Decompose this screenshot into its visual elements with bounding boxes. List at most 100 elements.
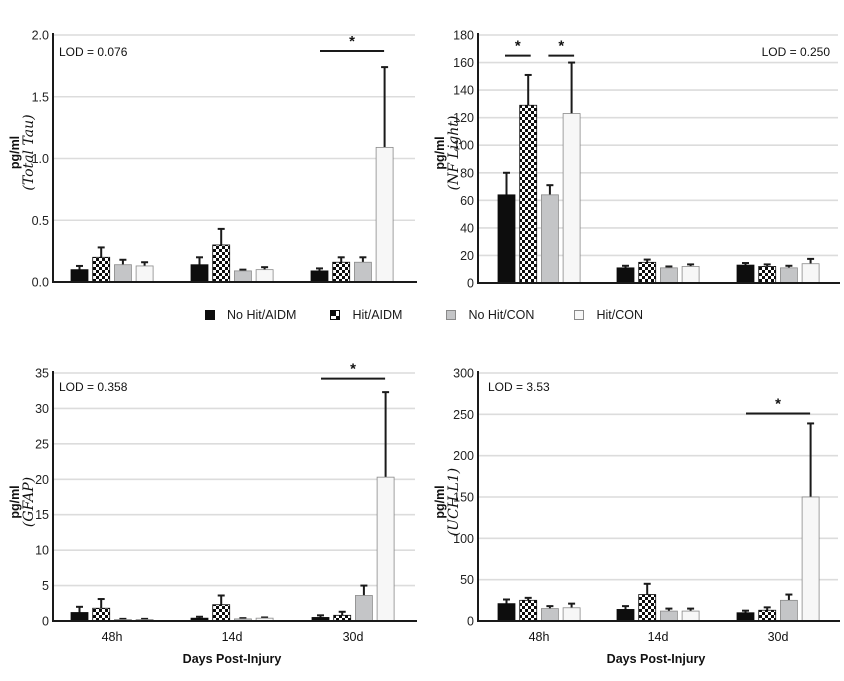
bar-hit-con-30d — [375, 146, 394, 283]
significance-star: * — [350, 361, 356, 378]
y-tick-label: 10 — [35, 544, 49, 558]
bar-no-hit-con-30d — [354, 595, 373, 622]
bar-no-hit-con-14d — [660, 610, 678, 622]
bar-hit-con-14d — [681, 610, 700, 622]
legend-item-hit-con: Hit/CON — [574, 308, 643, 322]
y-tick-label: 180 — [453, 29, 474, 43]
y-tick-label: 5 — [42, 579, 49, 593]
bar-no-hit-aidm-30d — [736, 612, 755, 622]
bar-hit-con-14d — [255, 269, 274, 283]
legend-swatch-black — [205, 310, 215, 320]
bar-no-hit-con-30d — [780, 599, 798, 622]
x-tick-label: 30d — [343, 630, 364, 644]
y-tick-label: 0.5 — [32, 214, 49, 228]
bar-hit-aidm-30d — [758, 266, 777, 284]
y-tick-label: 100 — [453, 139, 474, 153]
y-tick-label: 0 — [42, 615, 49, 629]
bar-no-hit-aidm-14d — [190, 264, 209, 283]
bar-no-hit-aidm-48h — [70, 612, 89, 622]
x-tick-label: 48h — [102, 630, 123, 644]
bar-no-hit-aidm-30d — [736, 264, 755, 284]
bar-hit-aidm-14d — [212, 244, 231, 283]
bar-hit-aidm-14d — [638, 261, 657, 284]
y-tick-label: 40 — [460, 221, 474, 235]
legend-label: No Hit/CON — [468, 308, 535, 322]
y-axis-title-units: pg/ml — [433, 485, 447, 518]
bar-no-hit-con-14d — [233, 270, 252, 283]
bar-hit-aidm-48h — [92, 256, 111, 283]
y-tick-label: 0.0 — [32, 276, 49, 290]
bar-no-hit-aidm-48h — [497, 194, 516, 284]
significance-star: * — [515, 38, 521, 55]
bar-no-hit-con-48h — [541, 194, 559, 284]
legend-label: Hit/CON — [596, 308, 643, 322]
legend-swatch-checker — [330, 310, 341, 320]
bar-hit-con-48h — [562, 607, 581, 622]
significance-star: * — [349, 33, 355, 50]
bar-no-hit-aidm-30d — [310, 270, 329, 283]
y-tick-label: 20 — [35, 473, 49, 487]
chart-panel-uch-l1: 0 50 100 150 200 250 300 LOD = 3.53 * 48h 14d 30d Da… — [433, 367, 840, 666]
legend: No Hit/AIDM Hit/AIDM No Hit/CON Hit/CON — [205, 308, 677, 322]
x-tick-label: 14d — [222, 630, 243, 644]
bar-hit-con-48h — [135, 265, 154, 283]
lod-label: LOD = 3.53 — [488, 380, 550, 394]
lod-label: LOD = 0.358 — [59, 380, 128, 394]
legend-item-no-hit-aidm: No Hit/AIDM — [205, 308, 296, 322]
legend-item-hit-aidm: Hit/AIDM — [330, 308, 402, 322]
x-tick-label: 14d — [648, 630, 669, 644]
y-axis-title-analyte: (NF Light) — [446, 116, 462, 191]
bar-no-hit-aidm-14d — [616, 609, 635, 622]
y-tick-label: 0 — [467, 615, 474, 629]
y-tick-label: 20 — [460, 249, 474, 263]
bar-hit-aidm-30d — [332, 261, 351, 283]
y-tick-label: 300 — [453, 367, 474, 381]
bar-no-hit-con-48h — [114, 264, 132, 283]
legend-swatch-gray — [446, 310, 457, 320]
x-axis-title: Days Post-Injury — [183, 652, 282, 666]
y-tick-label: 60 — [460, 194, 474, 208]
y-tick-label: 2.0 — [32, 29, 49, 43]
y-tick-label: 15 — [35, 508, 49, 522]
lod-label: LOD = 0.076 — [59, 45, 128, 59]
bar-hit-con-48h — [562, 113, 581, 284]
significance-star: * — [558, 38, 564, 55]
bar-no-hit-con-30d — [353, 261, 372, 283]
chart-panel-nf-light: 0 20 40 60 80 100 120 140 160 180 LOD = 0.250 * * pg/… — [433, 29, 840, 291]
y-axis-title-analyte: (UCH L1) — [446, 468, 462, 536]
y-tick-label: 25 — [35, 437, 49, 451]
legend-label: Hit/AIDM — [352, 308, 403, 322]
y-tick-label: 140 — [453, 84, 474, 98]
bar-hit-aidm-30d — [758, 609, 777, 622]
lod-label: LOD = 0.250 — [762, 45, 831, 59]
legend-swatch-white — [574, 310, 585, 320]
y-tick-label: 0 — [467, 277, 474, 291]
significance-star: * — [775, 396, 781, 413]
bar-hit-aidm-48h — [519, 599, 538, 622]
bar-no-hit-aidm-14d — [616, 267, 635, 284]
bar-no-hit-con-14d — [660, 267, 678, 284]
y-tick-label: 1.0 — [32, 152, 49, 166]
legend-label: No Hit/AIDM — [227, 308, 297, 322]
chart-panel-total-tau: 0.0 0.5 1.0 1.5 2.0 LOD = 0.076 * pg/ml (Total T… — [8, 29, 417, 290]
y-tick-label: 50 — [460, 573, 474, 587]
y-axis-title-units: pg/ml — [433, 136, 447, 169]
y-tick-label: 1.5 — [32, 90, 49, 104]
y-axis-title-analyte: (GFAP) — [21, 477, 37, 527]
bar-hit-aidm-14d — [212, 604, 231, 622]
chart-panel-gfap: 0 5 10 15 20 25 30 35 LOD = 0.358 * 48h 14d 30d Days … — [8, 361, 417, 666]
bar-hit-aidm-48h — [519, 104, 538, 284]
x-tick-label: 48h — [529, 630, 550, 644]
bar-hit-con-30d — [801, 496, 820, 622]
y-tick-label: 250 — [453, 408, 474, 422]
bar-hit-aidm-14d — [638, 594, 657, 622]
legend-item-no-hit-con: No Hit/CON — [446, 308, 534, 322]
x-axis-title: Days Post-Injury — [607, 652, 706, 666]
y-axis-title-units: pg/ml — [8, 485, 22, 518]
y-tick-label: 160 — [453, 56, 474, 70]
bar-hit-aidm-48h — [92, 607, 111, 622]
bar-no-hit-con-30d — [780, 267, 798, 284]
y-tick-label: 100 — [453, 532, 474, 546]
bar-hit-con-30d — [801, 263, 820, 284]
